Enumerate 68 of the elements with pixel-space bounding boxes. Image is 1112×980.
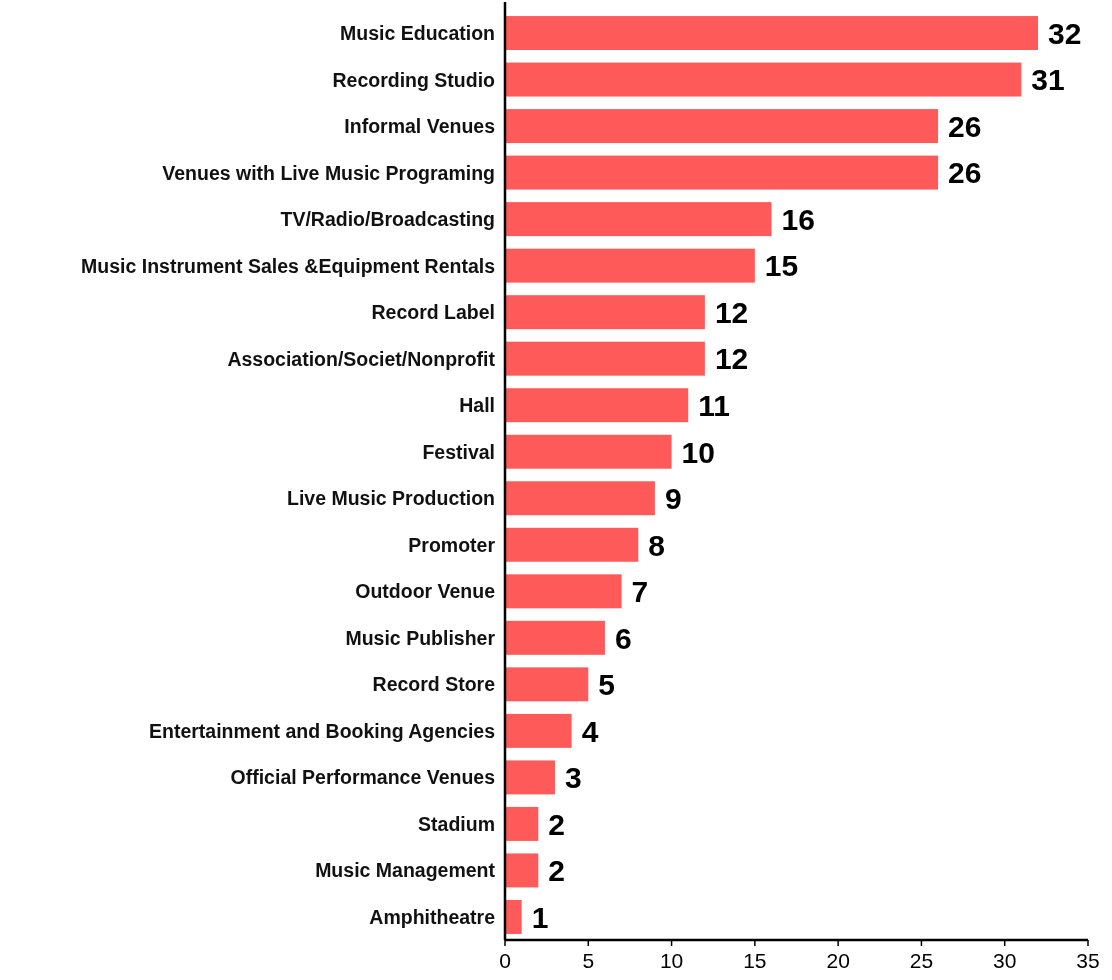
y-tick-label: Recording Studio: [332, 68, 496, 91]
data-label: 6: [614, 621, 632, 655]
y-tick-label: Record Store: [372, 673, 496, 696]
y-tick-label: Informal Venues: [344, 115, 496, 138]
bar: [505, 295, 705, 330]
bar: [505, 16, 1039, 51]
data-label: 26: [948, 109, 982, 143]
data-label: 8: [648, 528, 665, 562]
y-tick-label: Music Management: [315, 859, 496, 882]
bar: [505, 806, 539, 841]
bar: [505, 620, 605, 655]
y-tick-label: Hall: [459, 394, 495, 417]
bar: [505, 109, 939, 144]
y-tick-label: Association/Societ/Nonprofit: [227, 347, 496, 370]
bar: [505, 341, 705, 376]
y-tick-label: Music Education: [340, 22, 495, 45]
data-label: 4: [581, 714, 599, 748]
data-label: 12: [714, 295, 749, 329]
bar: [505, 62, 1022, 97]
y-tick-label: Music Instrument Sales &Equipment Rentals: [81, 254, 496, 277]
bar: [505, 434, 672, 469]
y-tick-label: Promoter: [408, 533, 496, 556]
bar: [505, 667, 589, 702]
x-tick-label: 15: [743, 949, 767, 972]
data-label: 5: [598, 668, 615, 702]
x-tick-label: 10: [659, 949, 684, 972]
data-label: 2: [548, 854, 565, 888]
data-label: 10: [681, 435, 715, 469]
bar: [505, 853, 539, 888]
x-tick-label: 5: [582, 949, 595, 972]
y-tick-label: Venues with Live Music Programing: [162, 161, 495, 184]
y-tick-label: Music Publisher: [345, 626, 496, 649]
x-tick-label: 0: [499, 949, 511, 972]
data-label: 3: [564, 761, 582, 795]
x-tick-label: 35: [1076, 949, 1100, 972]
bar: [505, 574, 622, 609]
data-label: 11: [698, 389, 730, 423]
bar: [505, 155, 939, 190]
bar: [505, 248, 755, 283]
y-tick-label: TV/Radio/Broadcasting: [280, 208, 495, 231]
data-label: 15: [764, 249, 799, 283]
bar: [505, 527, 639, 562]
x-tick-label: 30: [993, 949, 1017, 972]
y-tick-label: Festival: [422, 440, 495, 463]
data-label: 31: [1031, 63, 1065, 97]
y-tick-label: Stadium: [418, 812, 495, 835]
y-tick-label: Record Label: [371, 301, 495, 324]
data-label: 2: [548, 807, 565, 841]
data-label: 32: [1048, 16, 1082, 50]
data-label: 9: [664, 482, 682, 516]
bar: [505, 481, 655, 516]
y-tick-label: Entertainment and Booking Agencies: [149, 719, 496, 742]
y-tick-label: Amphitheatre: [369, 905, 496, 928]
data-label: 7: [631, 575, 649, 609]
bar: [505, 388, 689, 423]
x-tick-label: 25: [909, 949, 934, 972]
data-label: 16: [781, 202, 815, 236]
x-tick-label: 20: [826, 949, 850, 972]
data-label: 1: [531, 900, 549, 934]
bar: [505, 899, 522, 934]
y-tick-label: Outdoor Venue: [355, 580, 496, 603]
data-label: 12: [714, 342, 749, 376]
data-label: 26: [948, 156, 982, 190]
bar: [505, 760, 555, 795]
y-tick-label: Official Performance Venues: [230, 766, 496, 789]
bar: [505, 713, 572, 748]
bar: [505, 202, 772, 237]
y-tick-label: Live Music Production: [286, 487, 495, 510]
